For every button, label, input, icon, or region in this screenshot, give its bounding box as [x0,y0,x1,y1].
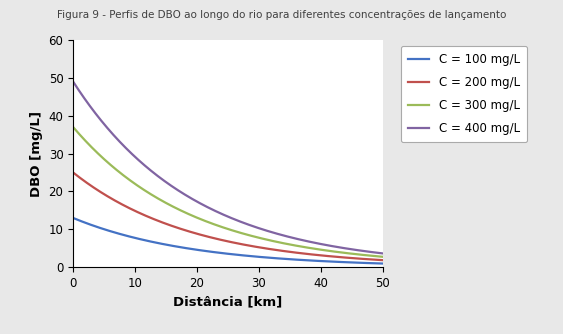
Line: C = 400 mg/L: C = 400 mg/L [73,82,383,254]
C = 300 mg/L [379,255,386,259]
C = 100 mg/L [70,216,77,220]
C = 300 mg/L [238,231,244,235]
C = 200 mg/L [372,258,379,262]
C = 100 mg/L [379,262,386,266]
C = 400 mg/L [70,80,77,84]
C = 300 mg/L [219,225,226,229]
C = 400 mg/L [372,250,379,255]
C = 400 mg/L [379,252,386,256]
C = 100 mg/L [372,261,379,265]
C = 400 mg/L [219,212,226,216]
C = 400 mg/L [324,243,330,247]
C = 200 mg/L [217,238,224,242]
C = 300 mg/L [70,125,77,129]
C = 300 mg/L [324,248,330,253]
C = 400 mg/L [254,226,261,230]
C = 100 mg/L [324,260,330,264]
Line: C = 300 mg/L: C = 300 mg/L [73,127,383,257]
C = 100 mg/L [238,253,244,257]
Line: C = 200 mg/L: C = 200 mg/L [73,173,383,260]
C = 300 mg/L [254,235,261,239]
Line: C = 100 mg/L: C = 100 mg/L [73,218,383,264]
C = 200 mg/L [254,245,261,249]
Y-axis label: DBO [mg/L]: DBO [mg/L] [30,111,43,197]
Text: Figura 9 - Perfis de DBO ao longo do rio para diferentes concentrações de lançam: Figura 9 - Perfis de DBO ao longo do rio… [57,10,506,20]
C = 100 mg/L [219,251,226,255]
C = 200 mg/L [70,171,77,175]
C = 200 mg/L [324,254,330,258]
C = 100 mg/L [254,255,261,259]
C = 400 mg/L [217,211,224,215]
C = 100 mg/L [217,251,224,255]
C = 200 mg/L [219,238,226,242]
X-axis label: Distância [km]: Distância [km] [173,296,283,309]
C = 200 mg/L [379,258,386,262]
Legend: C = 100 mg/L, C = 200 mg/L, C = 300 mg/L, C = 400 mg/L: C = 100 mg/L, C = 200 mg/L, C = 300 mg/L… [401,46,527,142]
C = 300 mg/L [217,224,224,228]
C = 400 mg/L [238,220,244,224]
C = 200 mg/L [238,242,244,246]
C = 300 mg/L [372,254,379,258]
